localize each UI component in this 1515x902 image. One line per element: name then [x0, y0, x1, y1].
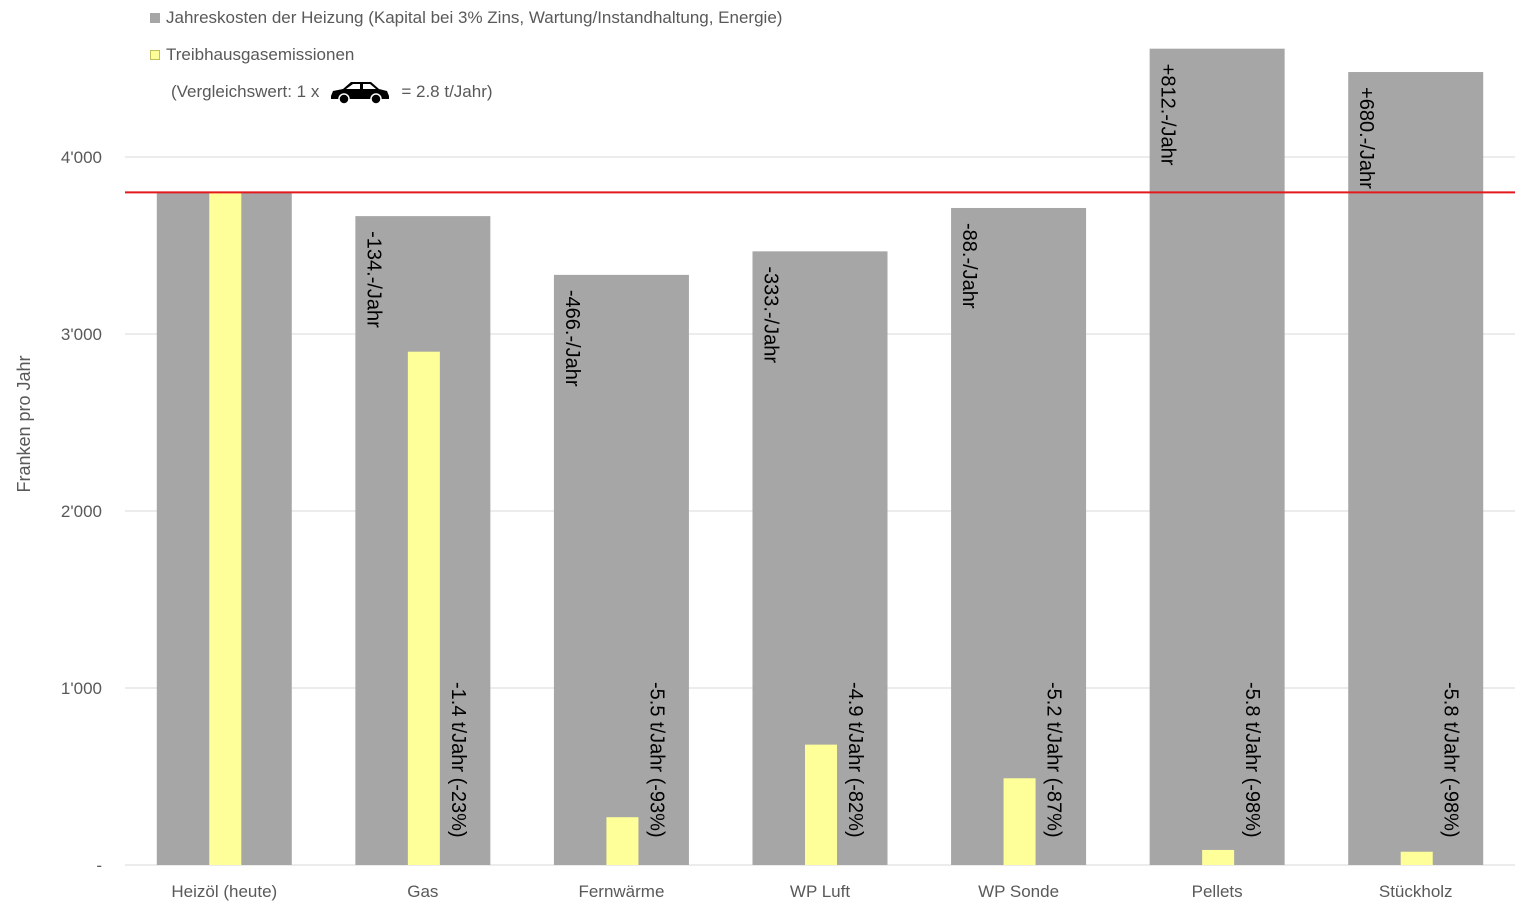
legend-label-cost: Jahreskosten der Heizung (Kapital bei 3%…: [166, 8, 783, 27]
emission-bar: [606, 817, 639, 865]
emission-bar: [1400, 851, 1433, 865]
x-tick-label: Gas: [407, 882, 438, 901]
x-tick-label: WP Luft: [790, 882, 850, 901]
y-tick-label: 2'000: [61, 502, 102, 521]
cost-bar: [1348, 72, 1484, 866]
emission-bar: [805, 744, 837, 865]
cost-data-label: +680.-/Jahr: [1355, 87, 1377, 189]
legend-label-emissions: Treibhausgasemissionen: [166, 45, 355, 64]
cost-data-label: -134.-/Jahr: [362, 231, 384, 328]
emission-data-label: -5.8 t/Jahr (-98%): [1440, 682, 1462, 838]
legend-item-emissions: Treibhausgasemissionen: [150, 45, 354, 65]
y-axis-label: Franken pro Jahr: [14, 355, 34, 492]
emission-bar: [407, 351, 440, 865]
cost-data-label: +812.-/Jahr: [1157, 64, 1179, 166]
emission-data-label: -4.9 t/Jahr (-82%): [844, 682, 866, 838]
emission-bar: [209, 192, 242, 865]
emission-bar: [1003, 778, 1036, 865]
legend-swatch-emissions: [150, 50, 160, 60]
cost-data-label: -88.-/Jahr: [958, 223, 980, 309]
x-tick-label: Heizöl (heute): [171, 882, 277, 901]
x-tick-label: Fernwärme: [578, 882, 664, 901]
emission-data-label: -1.4 t/Jahr (-23%): [447, 682, 469, 838]
comparison-note: (Vergleichswert: 1 x = 2.8 t/Jahr): [171, 79, 493, 105]
cost-bar: [951, 207, 1087, 865]
emission-data-label: -5.2 t/Jahr (-87%): [1043, 682, 1065, 838]
y-tick-label: 4'000: [61, 148, 102, 167]
cost-bar: [553, 274, 689, 866]
y-tick-label: 3'000: [61, 325, 102, 344]
emission-data-label: -5.5 t/Jahr (-93%): [645, 682, 667, 838]
legend-swatch-cost: [150, 13, 160, 23]
cost-data-label: -466.-/Jahr: [561, 290, 583, 387]
x-tick-label: Pellets: [1192, 882, 1243, 901]
cost-bar: [1149, 48, 1285, 865]
car-icon: [331, 82, 390, 105]
legend-item-cost: Jahreskosten der Heizung (Kapital bei 3%…: [150, 8, 782, 28]
x-tick-label: WP Sonde: [978, 882, 1059, 901]
emission-data-label: -5.8 t/Jahr (-98%): [1241, 682, 1263, 838]
y-tick-label: -: [96, 856, 102, 875]
y-tick-label: 1'000: [61, 679, 102, 698]
x-tick-label: Stückholz: [1379, 882, 1453, 901]
comparison-prefix: (Vergleichswert: 1 x: [171, 82, 320, 101]
emission-bar: [1202, 849, 1235, 865]
cost-data-label: -333.-/Jahr: [760, 266, 782, 363]
comparison-suffix: = 2.8 t/Jahr): [401, 82, 493, 101]
